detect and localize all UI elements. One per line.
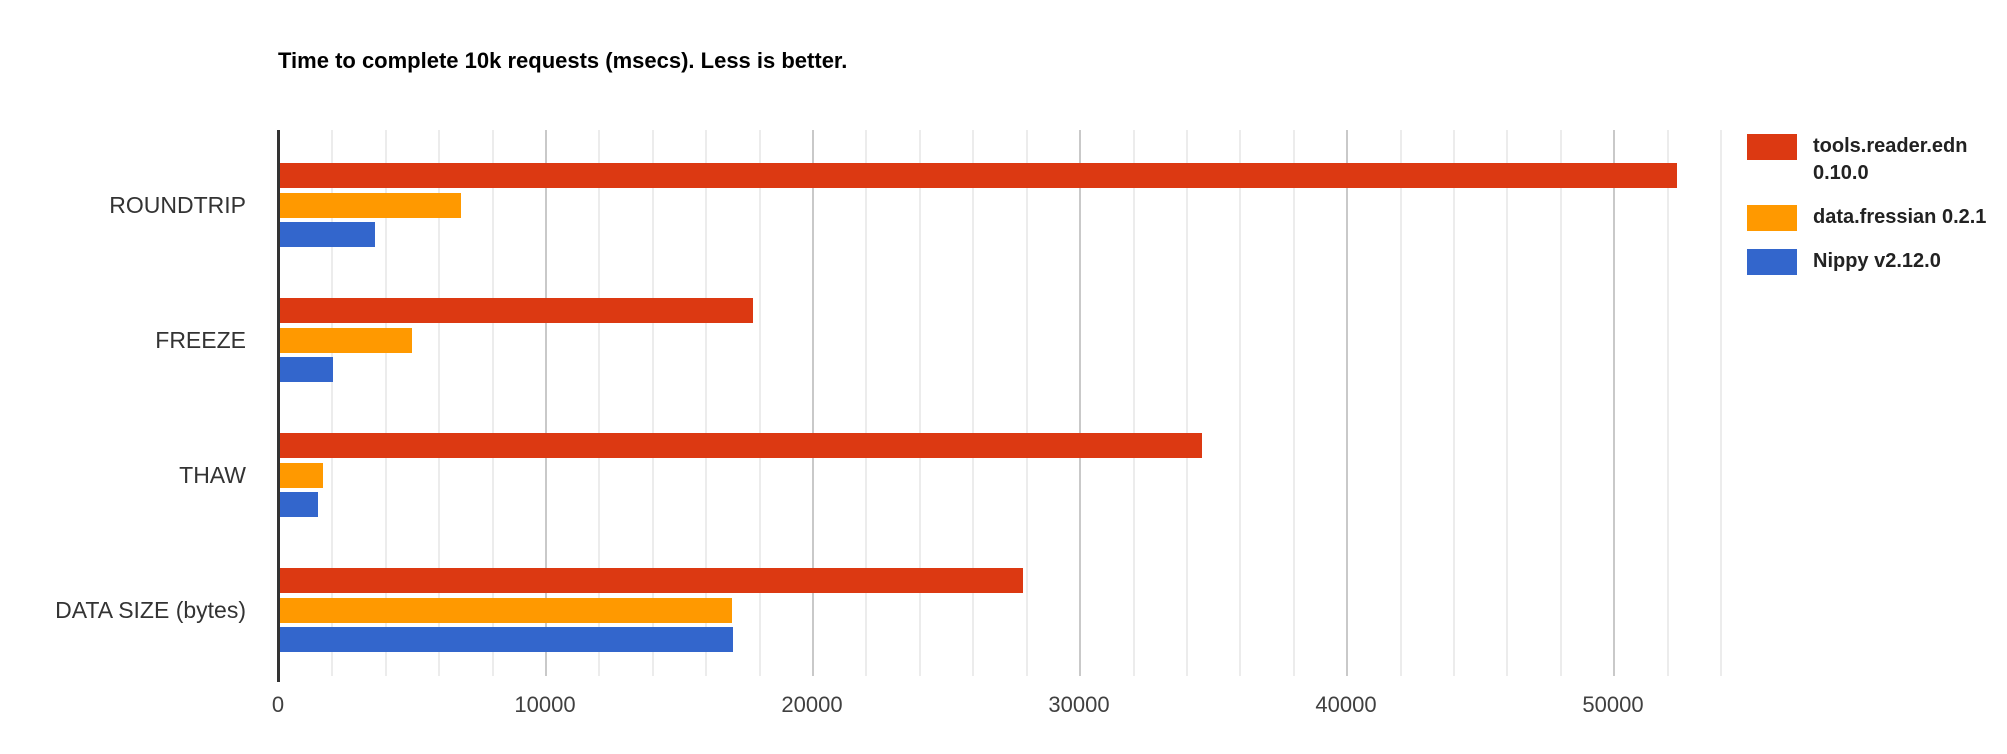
- legend-label: data.fressian 0.2.1: [1813, 206, 1987, 228]
- minor-gridline: [1239, 130, 1241, 676]
- bar: [278, 193, 461, 218]
- bar: [278, 492, 318, 517]
- minor-gridline: [598, 130, 600, 676]
- legend: tools.reader.edn 0.10.0 data.fressian 0.2…: [1747, 133, 2007, 275]
- legend-label: tools.reader.edn 0.10.0: [1813, 135, 1968, 184]
- major-gridline: [545, 130, 547, 676]
- legend-swatch: [1747, 205, 1797, 231]
- x-tick-label: 10000: [514, 692, 576, 717]
- category-label: ROUNDTRIP: [109, 192, 246, 218]
- category-label: THAW: [179, 462, 246, 488]
- bar: [278, 328, 412, 353]
- legend-label: Nippy v2.12.0: [1813, 250, 1941, 272]
- minor-gridline: [331, 130, 333, 676]
- x-tick-label: 40000: [1315, 692, 1377, 717]
- bar: [278, 433, 1202, 458]
- x-tick-label: 50000: [1582, 692, 1644, 717]
- legend-swatch: [1747, 249, 1797, 275]
- minor-gridline: [759, 130, 761, 676]
- minor-gridline: [385, 130, 387, 676]
- legend-swatch: [1747, 134, 1797, 160]
- chart-title: Time to complete 10k requests (msecs). L…: [278, 48, 848, 73]
- minor-gridline: [492, 130, 494, 676]
- category-axis: ROUNDTRIP FREEZE THAW DATA SIZE (bytes): [0, 0, 246, 754]
- minor-gridline: [1453, 130, 1455, 676]
- legend-item: Nippy v2.12.0: [1747, 248, 2007, 275]
- minor-gridline: [652, 130, 654, 676]
- bar: [278, 222, 375, 247]
- category-label: FREEZE: [155, 327, 246, 353]
- minor-gridline: [1506, 130, 1508, 676]
- minor-gridline: [1133, 130, 1135, 676]
- minor-gridline: [1667, 130, 1669, 676]
- category-label: DATA SIZE (bytes): [55, 597, 246, 623]
- legend-item: tools.reader.edn 0.10.0: [1747, 133, 2007, 187]
- bar: [278, 163, 1677, 188]
- minor-gridline: [972, 130, 974, 676]
- x-tick-label: 30000: [1048, 692, 1110, 717]
- legend-item: data.fressian 0.2.1: [1747, 204, 2007, 231]
- minor-gridline: [705, 130, 707, 676]
- y-axis-line: [277, 130, 280, 682]
- minor-gridline: [919, 130, 921, 676]
- bar: [278, 463, 323, 488]
- bar: [278, 568, 1023, 593]
- minor-gridline: [1560, 130, 1562, 676]
- bar: [278, 598, 732, 623]
- bar: [278, 298, 753, 323]
- major-gridline: [1613, 130, 1615, 676]
- minor-gridline: [1186, 130, 1188, 676]
- bar: [278, 627, 733, 652]
- bar: [278, 357, 333, 382]
- major-gridline: [1346, 130, 1348, 676]
- major-gridline: [1079, 130, 1081, 676]
- minor-gridline: [1400, 130, 1402, 676]
- minor-gridline: [1293, 130, 1295, 676]
- minor-gridline: [1720, 130, 1722, 676]
- minor-gridline: [438, 130, 440, 676]
- major-gridline: [812, 130, 814, 676]
- minor-gridline: [1026, 130, 1028, 676]
- plot-area: [277, 130, 1722, 682]
- x-tick-label: 20000: [781, 692, 843, 717]
- minor-gridline: [865, 130, 867, 676]
